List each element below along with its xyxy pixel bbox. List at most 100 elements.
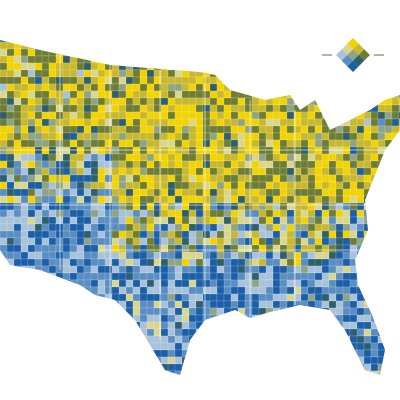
county [209, 349, 218, 358]
county [167, 223, 176, 232]
county [160, 41, 169, 50]
county [41, 132, 50, 141]
county [216, 314, 225, 323]
county [328, 41, 344, 50]
county [258, 97, 267, 106]
county [286, 48, 302, 57]
county [153, 41, 169, 50]
county [55, 314, 64, 323]
county [265, 167, 274, 176]
county [216, 111, 225, 120]
county [48, 40, 57, 43]
county [293, 48, 302, 57]
county [174, 370, 190, 375]
county [370, 209, 379, 218]
county [41, 76, 50, 85]
county [118, 139, 127, 148]
county [13, 286, 22, 295]
county [69, 272, 78, 281]
county [321, 279, 330, 288]
county [216, 370, 225, 375]
county [244, 104, 253, 113]
county [258, 40, 274, 43]
county [139, 363, 148, 372]
county [146, 286, 155, 295]
county [391, 349, 400, 358]
county [202, 139, 211, 148]
county [97, 132, 106, 141]
county [97, 293, 106, 302]
county [314, 328, 323, 337]
county [209, 55, 218, 64]
county [251, 223, 260, 232]
county [62, 174, 71, 183]
county [363, 118, 372, 127]
county [160, 349, 169, 358]
county [363, 314, 372, 323]
county [343, 378, 357, 385]
county [125, 146, 134, 155]
county [69, 321, 85, 330]
county [237, 195, 246, 204]
county [391, 209, 400, 218]
county [83, 41, 99, 50]
county [34, 69, 43, 78]
county [34, 90, 43, 99]
county [328, 90, 337, 99]
county [55, 321, 64, 330]
county [258, 314, 267, 323]
county [188, 279, 197, 288]
county [20, 48, 29, 57]
county [132, 40, 141, 43]
county [286, 146, 295, 155]
county [244, 41, 260, 50]
county [370, 83, 379, 92]
county [111, 244, 120, 253]
county [328, 216, 337, 225]
county [76, 258, 85, 267]
county [272, 258, 281, 267]
county [202, 125, 211, 134]
county [69, 293, 78, 302]
county [83, 237, 92, 246]
county [167, 230, 176, 239]
county [97, 349, 113, 358]
county [118, 237, 127, 246]
county [300, 90, 309, 99]
county [265, 223, 274, 232]
county [20, 174, 29, 183]
county [62, 83, 71, 92]
county [125, 349, 134, 358]
county [216, 104, 225, 113]
county [160, 90, 169, 99]
county [69, 265, 78, 274]
county [342, 40, 351, 43]
county [27, 223, 36, 232]
county [377, 342, 393, 351]
county [202, 216, 211, 225]
county [132, 153, 141, 162]
county [342, 307, 351, 316]
county [146, 90, 155, 99]
county [223, 244, 232, 253]
county [272, 223, 281, 232]
county [223, 286, 232, 295]
county [34, 356, 43, 365]
county [238, 378, 252, 385]
county [104, 41, 113, 50]
county [132, 167, 141, 176]
county [6, 307, 22, 316]
county [146, 307, 155, 316]
county [0, 272, 15, 281]
county [237, 174, 246, 183]
county [132, 125, 141, 134]
county [209, 209, 218, 218]
county [62, 153, 71, 162]
county [55, 139, 64, 148]
county [69, 314, 78, 323]
county [139, 307, 148, 316]
county [195, 104, 204, 113]
county [195, 356, 204, 365]
county [244, 370, 253, 375]
county [6, 223, 15, 232]
